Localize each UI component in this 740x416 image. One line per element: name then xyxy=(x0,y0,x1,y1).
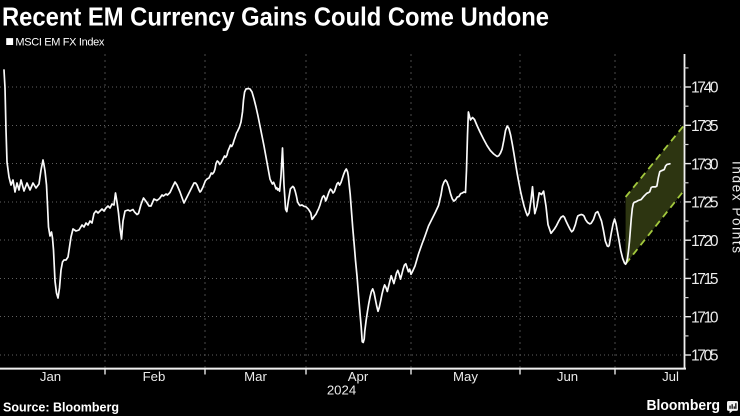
svg-text:Apr: Apr xyxy=(348,369,369,384)
svg-text:1735: 1735 xyxy=(691,118,719,135)
svg-text:1715: 1715 xyxy=(691,271,719,288)
svg-text:1710: 1710 xyxy=(691,309,719,326)
svg-text:Index Points: Index Points xyxy=(730,161,740,253)
svg-text:1740: 1740 xyxy=(691,80,719,97)
svg-text:Jun: Jun xyxy=(557,369,578,384)
svg-text:1720: 1720 xyxy=(691,233,719,250)
svg-text:May: May xyxy=(453,369,478,384)
svg-text:Jul: Jul xyxy=(662,369,679,384)
svg-text:1705: 1705 xyxy=(691,348,719,365)
svg-text:1730: 1730 xyxy=(691,156,719,173)
svg-text:Bloomberg: Bloomberg xyxy=(647,398,721,414)
svg-text:Recent EM Currency Gains Could: Recent EM Currency Gains Could Come Undo… xyxy=(2,2,549,32)
svg-text:1725: 1725 xyxy=(691,195,719,212)
svg-text:Jan: Jan xyxy=(40,369,61,384)
svg-text:MSCI EM FX Index: MSCI EM FX Index xyxy=(15,36,105,48)
svg-text:Feb: Feb xyxy=(143,369,166,384)
svg-text:Mar: Mar xyxy=(244,369,267,384)
svg-text:2024: 2024 xyxy=(327,383,356,398)
svg-text:Source: Bloomberg: Source: Bloomberg xyxy=(3,401,119,415)
